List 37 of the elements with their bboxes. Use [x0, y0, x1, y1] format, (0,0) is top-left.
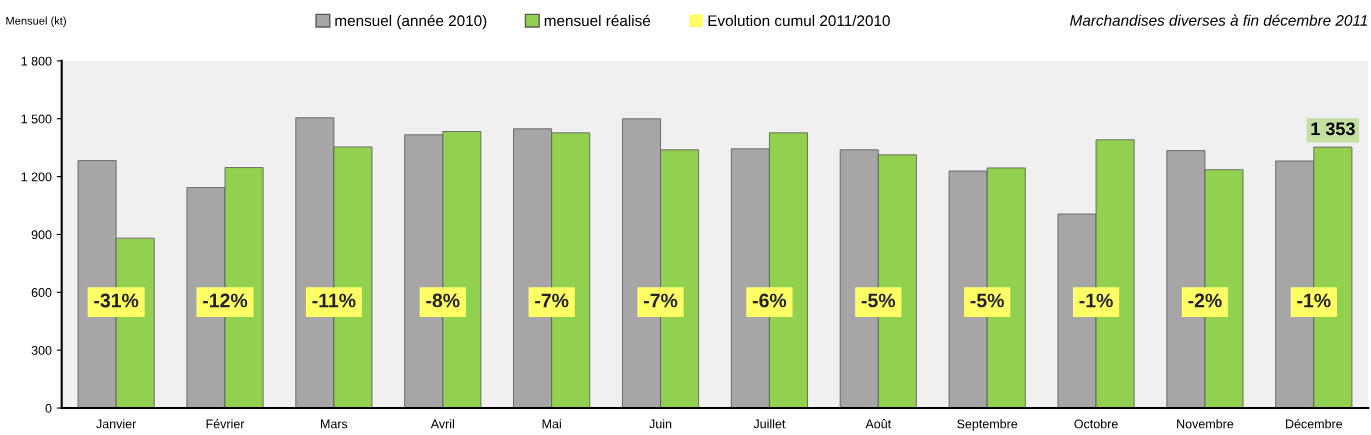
y-tick-label: 0	[45, 403, 52, 413]
y-tick-label: 900	[31, 230, 52, 240]
text: -2%	[1188, 293, 1222, 308]
x-tick-label: Juin	[649, 419, 672, 429]
text: -5%	[970, 293, 1004, 308]
text: -31%	[94, 293, 139, 308]
x-tick-label: Août	[865, 419, 892, 429]
y-tick-label: 1 800	[21, 56, 52, 66]
x-tick-label: Septembre	[957, 419, 1018, 431]
text: -12%	[203, 293, 248, 308]
x-tick-label: Juillet	[753, 419, 786, 429]
data-label: 1 353	[1311, 122, 1355, 136]
text: -8%	[426, 293, 460, 308]
text: -5%	[861, 293, 896, 308]
x-tick-label: Mai	[542, 419, 561, 429]
text: -7%	[535, 293, 569, 308]
x-tick-label: Mars	[321, 419, 348, 429]
x-tick-label: Octobre	[1074, 419, 1118, 429]
y-tick-label: 1 200	[21, 172, 52, 182]
text: -1%	[1297, 293, 1331, 308]
text: -7%	[644, 293, 678, 308]
x-tick-label: Janvier	[96, 419, 137, 429]
text: -11%	[312, 293, 356, 308]
x-tick-label: Novembre	[1177, 419, 1234, 429]
x-tick-label: Décembre	[1286, 418, 1343, 429]
x-tick-label: Avril	[430, 419, 454, 429]
y-axis-title: Mensuel (kt)	[6, 16, 66, 27]
legend-label: Evolution cumul 2011/2010	[708, 14, 890, 27]
x-tick-label: Février	[206, 418, 245, 429]
y-tick-label: 1 500	[21, 114, 52, 124]
legend-label: mensuel (année 2010)	[335, 14, 487, 30]
chart-title: Marchandises diverses à fin décembre 2011	[1070, 14, 1367, 26]
legend-label: mensuel réalisé	[544, 14, 651, 27]
text: -1%	[1079, 293, 1113, 308]
y-tick-label: 300	[31, 345, 52, 355]
text: -6%	[752, 293, 787, 308]
y-tick-label: 600	[31, 288, 52, 297]
